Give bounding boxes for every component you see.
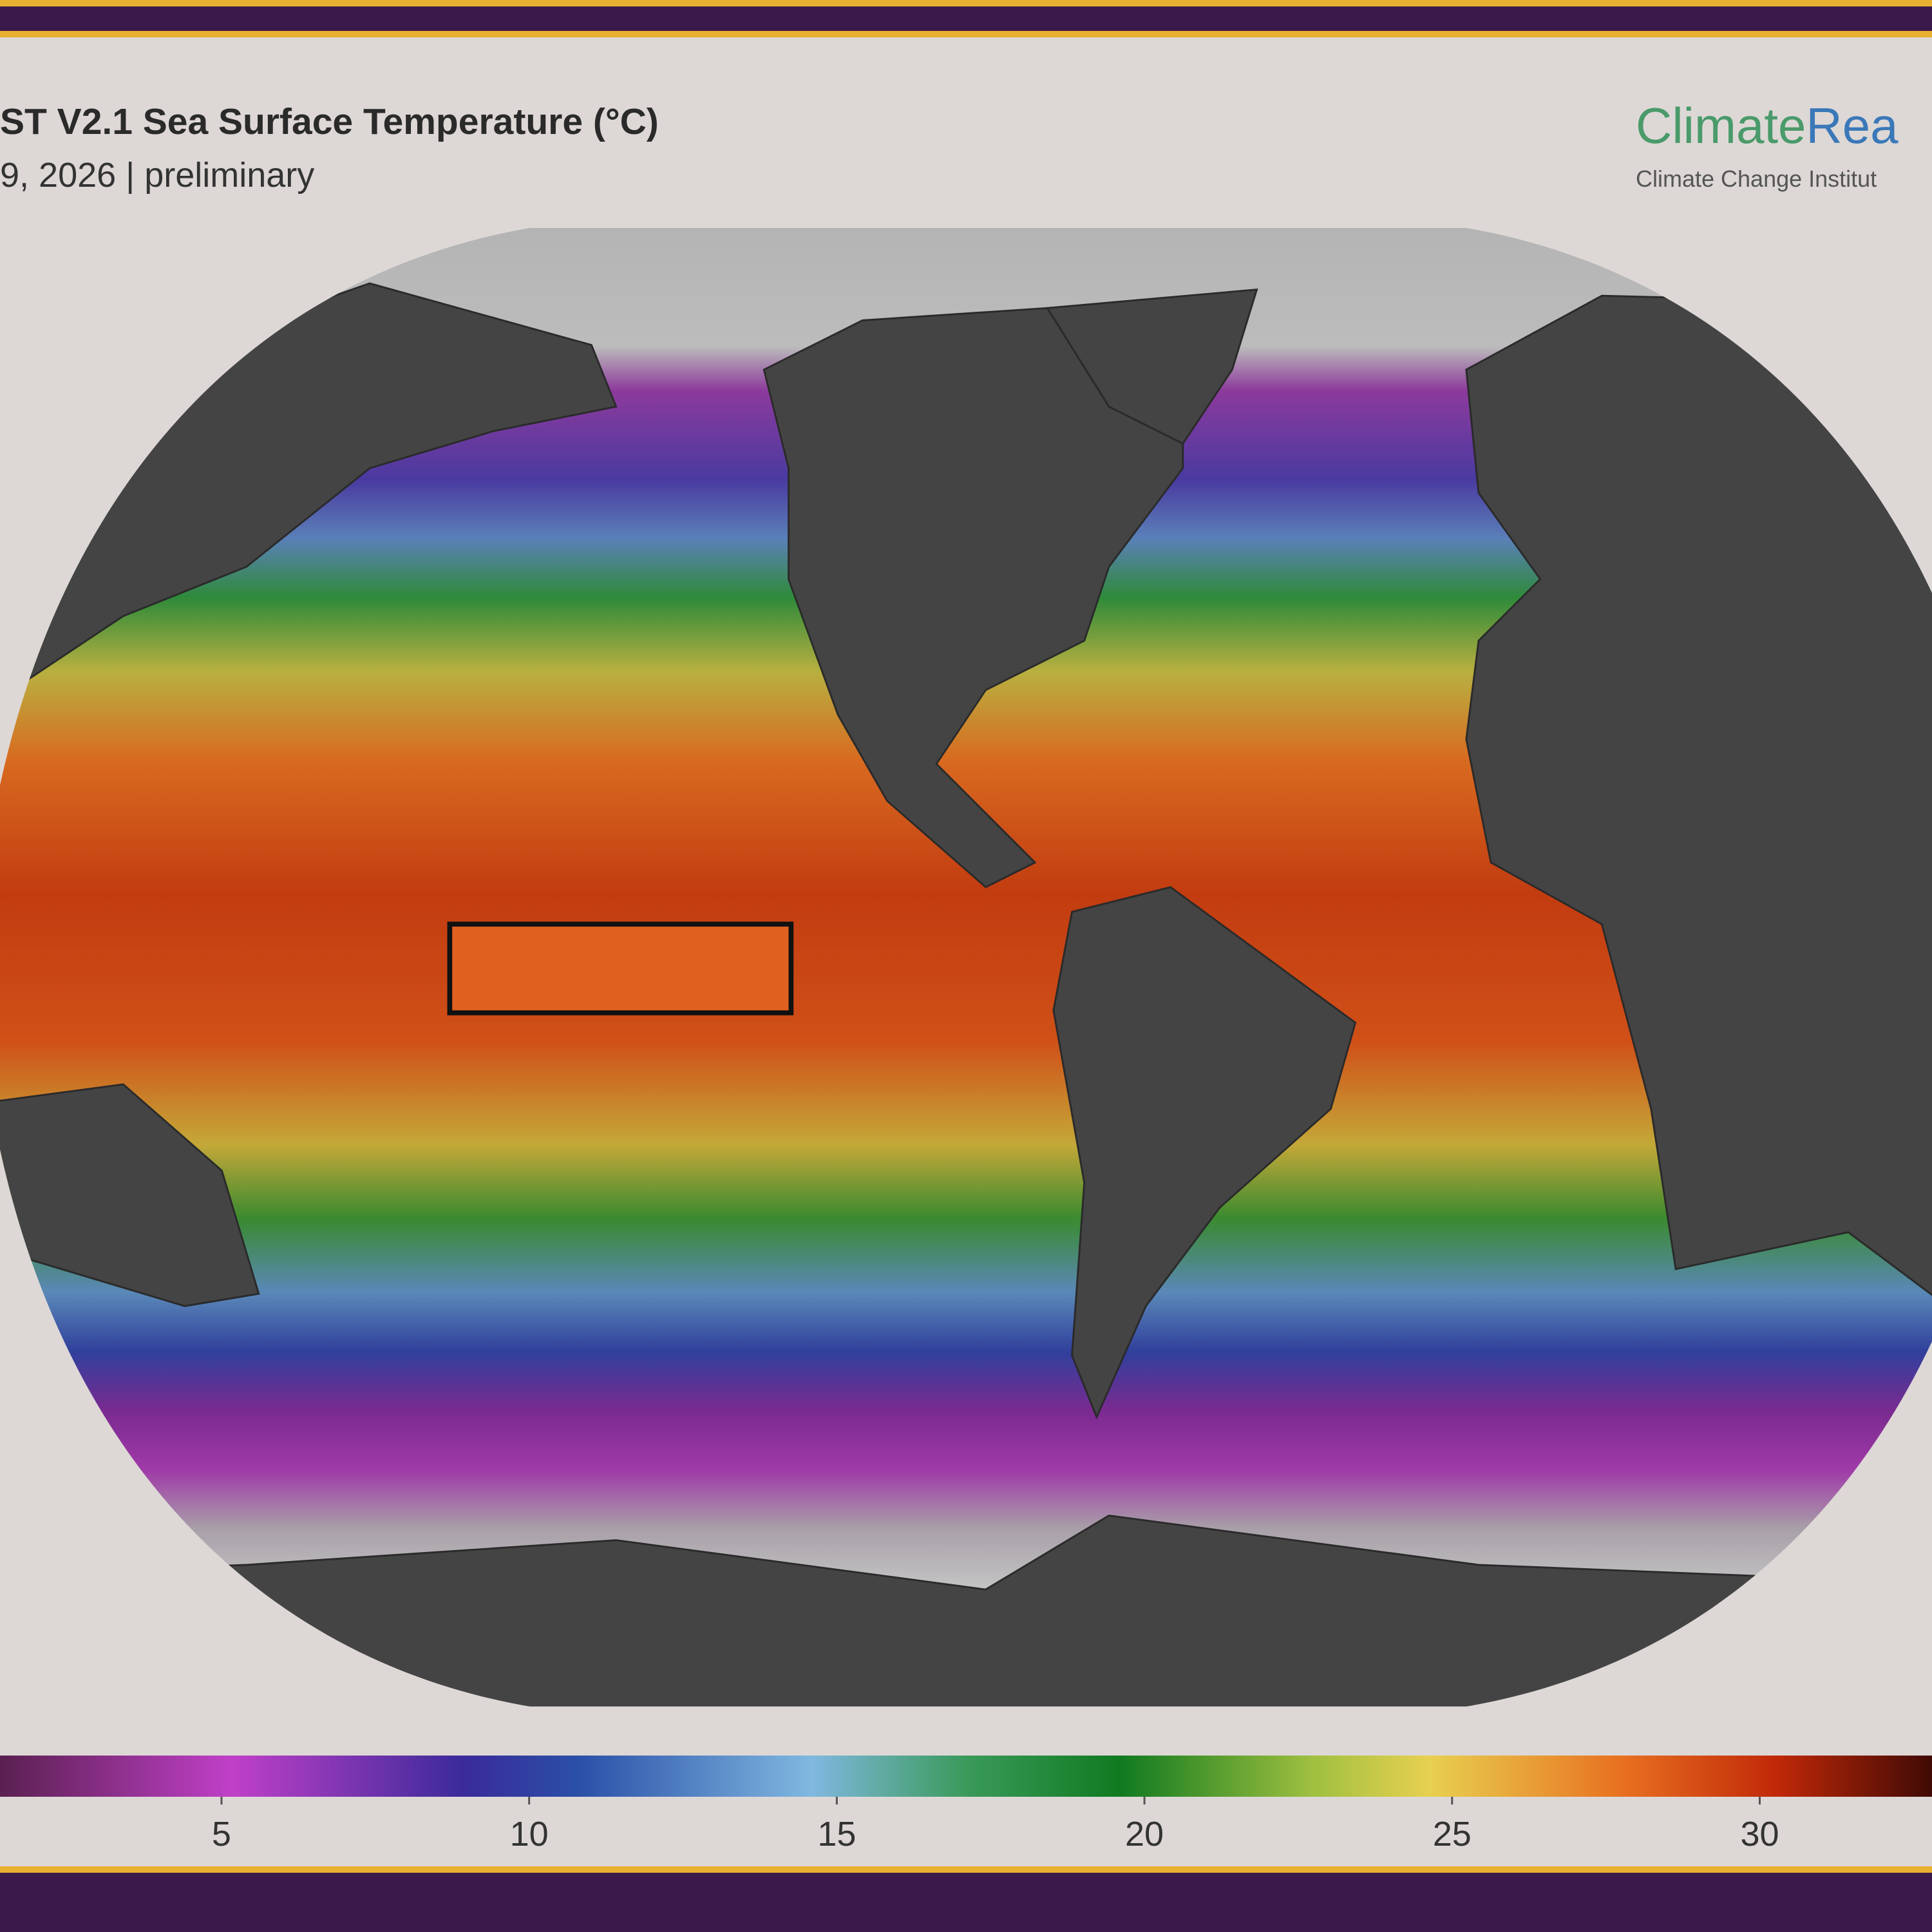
land (1465, 294, 1932, 1419)
frame-stripe (0, 31, 1932, 37)
logo-part: Rea (1806, 97, 1899, 154)
land (1052, 886, 1357, 1419)
frame-stripe (0, 1866, 1932, 1873)
nino-region-box (447, 922, 794, 1016)
logo-part: Climate (1636, 97, 1806, 154)
colorbar-tick-label: 20 (1125, 1815, 1164, 1853)
colorbar-tick-label: 30 (1740, 1815, 1779, 1853)
colorbar-tick-label: 15 (817, 1815, 856, 1853)
colorbar-ticks: 5 10 15 20 25 30 (212, 1797, 1779, 1853)
logo: ClimateRea (1636, 97, 1899, 154)
land (762, 307, 1184, 889)
colorbar-tick-label: 5 (212, 1815, 231, 1853)
frame-stripe (0, 0, 1932, 6)
colorbar-tick-label: 25 (1433, 1815, 1472, 1853)
map-title: ST V2.1 Sea Surface Temperature (°C) (0, 101, 659, 142)
land (1045, 289, 1258, 445)
map-subtitle: 9, 2026 | preliminary (0, 156, 314, 194)
logo-tagline: Climate Change Institut (1636, 166, 1877, 192)
map (0, 227, 1932, 1707)
colorbar-tick-label: 10 (510, 1815, 549, 1853)
map-body (0, 227, 1932, 1707)
colorbar (0, 1756, 1932, 1797)
